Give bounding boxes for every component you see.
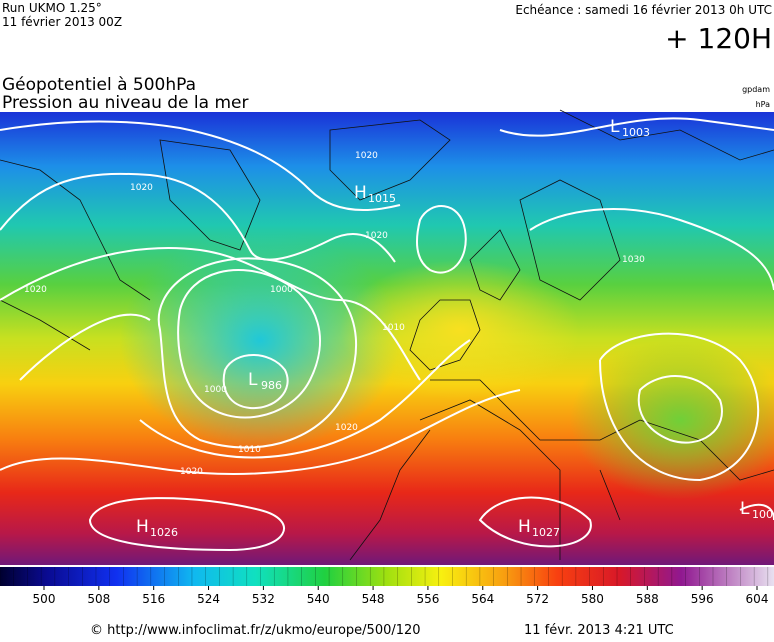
colorbar-tick-label: 596 xyxy=(691,592,714,606)
cutoff-shading xyxy=(570,340,774,500)
run-date: 11 février 2013 00Z xyxy=(2,15,122,29)
colorbar xyxy=(0,567,774,586)
source-url: © http://www.infoclimat.fr/z/ukmo/europe… xyxy=(90,623,421,638)
center-type: H xyxy=(354,183,367,203)
center-value: 1026 xyxy=(150,526,178,539)
pressure-center: H 1026 xyxy=(136,517,178,539)
unit-hpa: hPa xyxy=(756,100,771,109)
isobar-label: 1010 xyxy=(238,445,261,455)
colorbar-tick-label: 548 xyxy=(362,592,385,606)
colorbar-tick-label: 564 xyxy=(471,592,494,606)
pressure-center: L 1003 xyxy=(610,117,650,139)
center-type: L xyxy=(610,117,620,137)
center-value: 986 xyxy=(261,379,282,392)
forecast-time: Echéance : samedi 16 février 2013 0h UTC xyxy=(515,3,772,17)
center-type: H xyxy=(518,517,531,537)
isobar-label: 1020 xyxy=(355,151,378,161)
center-value: 1015 xyxy=(368,192,396,205)
center-value: 1006 xyxy=(752,508,774,521)
colorbar-tick-label: 508 xyxy=(87,592,110,606)
center-value: 1003 xyxy=(622,126,650,139)
isobar-label: 1000 xyxy=(204,385,227,395)
isobar-label: 1020 xyxy=(24,285,47,295)
run-label: Run UKMO 1.25° xyxy=(2,1,102,15)
pressure-center: L 1006 xyxy=(740,499,774,521)
map: 1020 1020 1020 1020 1000 1000 1010 1020 … xyxy=(0,109,774,565)
colorbar-tick-label: 524 xyxy=(197,592,220,606)
title-line-2: Pression au niveau de la mer xyxy=(2,93,248,113)
colorbar-tick-label: 556 xyxy=(416,592,439,606)
center-type: H xyxy=(136,517,149,537)
pressure-center: H 1027 xyxy=(518,517,560,539)
center-type: L xyxy=(248,370,258,390)
generated-time: 11 févr. 2013 4:21 UTC xyxy=(524,623,674,638)
colorbar-tick-label: 540 xyxy=(307,592,330,606)
isobar-label: 1020 xyxy=(335,423,358,433)
colorbar-tick-label: 604 xyxy=(746,592,769,606)
ridge-shading xyxy=(340,260,580,400)
unit-gpdam: gpdam xyxy=(742,85,770,94)
colorbar-tick-label: 580 xyxy=(581,592,604,606)
colorbar-tick-label: 588 xyxy=(636,592,659,606)
isobar-label: 1010 xyxy=(382,323,405,333)
isobar-label: 1030 xyxy=(622,255,645,265)
colorbar-scale: 500 508 516 524 532 540 548 556 564 572 580 588 596 6… xyxy=(0,567,768,606)
title-line-1: Géopotentiel à 500hPa xyxy=(2,75,196,95)
colorbar-tick-label: 516 xyxy=(142,592,165,606)
isobar-label: 1000 xyxy=(270,285,293,295)
center-type: L xyxy=(740,499,750,519)
pressure-center: H 1015 xyxy=(354,183,396,205)
colorbar-tick-label: 532 xyxy=(252,592,275,606)
pressure-center: L 986 xyxy=(248,370,282,392)
center-value: 1027 xyxy=(532,526,560,539)
colorbar-tick-label: 500 xyxy=(33,592,56,606)
isobar-label: 1020 xyxy=(365,231,388,241)
isobar-label: 1020 xyxy=(130,183,153,193)
colorbar-tick-label: 572 xyxy=(526,592,549,606)
lead-time: + 120H xyxy=(665,22,772,55)
isobar-label: 1020 xyxy=(180,467,203,477)
